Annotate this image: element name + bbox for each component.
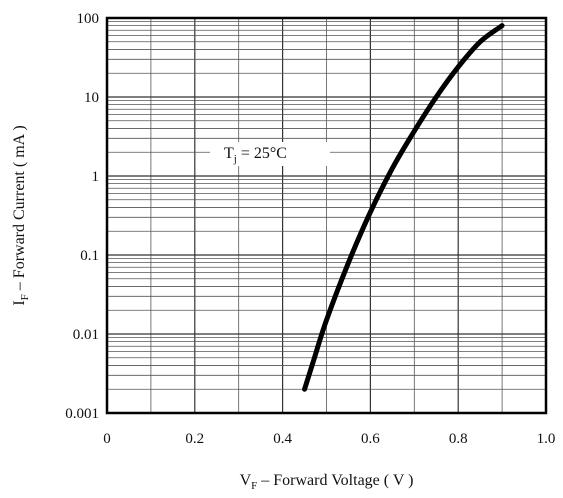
series-curve-group — [302, 23, 505, 392]
x-tick-label: 0.2 — [185, 431, 204, 447]
y-tick-label: 0.01 — [73, 327, 99, 343]
y-tick-label: 0.001 — [65, 406, 99, 422]
annotation-sub: j — [233, 153, 237, 165]
y-tick-labels: 0.001 0.01 0.1 1 10 100 — [65, 11, 99, 422]
x-tick-label: 0 — [103, 431, 111, 447]
x-tick-label: 1.0 — [537, 431, 556, 447]
x-tick-labels: 0 0.2 0.4 0.6 0.8 1.0 — [103, 431, 555, 447]
x-axis-label-main: V — [240, 472, 252, 489]
y-axis-label: IF – Forward Current ( mA ) — [11, 125, 31, 305]
grid-lines — [107, 18, 546, 413]
x-axis-label-sub: F — [251, 480, 257, 492]
annotation-background — [210, 142, 330, 166]
x-axis-label-rest: – Forward Voltage ( V ) — [257, 472, 413, 489]
annotation-text: Tj = 25°C — [224, 145, 287, 165]
y-tick-label: 100 — [77, 11, 100, 27]
y-axis-label-main: I — [11, 300, 28, 305]
y-tick-label: 1 — [92, 169, 100, 185]
annotation-group: Tj = 25°C — [210, 142, 330, 166]
y-axis-label-rest: – Forward Current ( mA ) — [11, 125, 28, 294]
x-tick-label: 0.4 — [273, 431, 292, 447]
annotation-rest: = 25°C — [237, 145, 287, 162]
x-tick-label: 0.6 — [361, 431, 380, 447]
annotation-main: T — [224, 145, 234, 162]
y-axis-label-sub: F — [19, 294, 31, 300]
x-tick-label: 0.8 — [449, 431, 468, 447]
y-tick-label: 10 — [84, 90, 99, 106]
y-tick-label: 0.1 — [80, 248, 99, 264]
series-line — [302, 23, 505, 392]
x-axis-label: VF – Forward Voltage ( V ) — [240, 472, 414, 492]
plot-frame — [105, 16, 548, 415]
